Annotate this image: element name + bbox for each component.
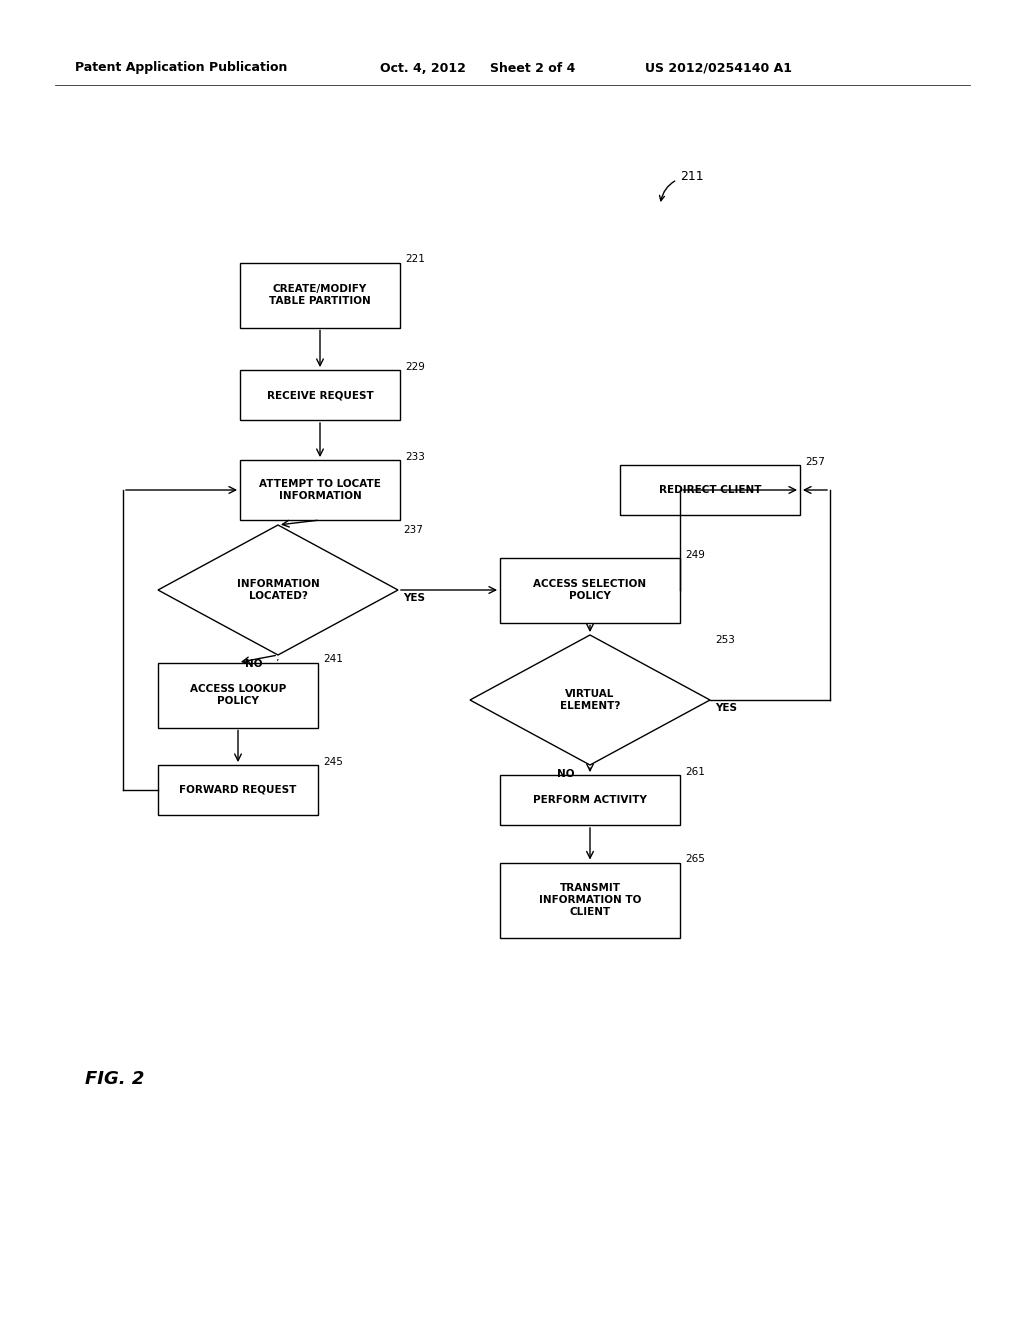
Text: ATTEMPT TO LOCATE
INFORMATION: ATTEMPT TO LOCATE INFORMATION xyxy=(259,479,381,502)
Text: NO: NO xyxy=(246,659,263,669)
Text: VIRTUAL
ELEMENT?: VIRTUAL ELEMENT? xyxy=(560,689,621,711)
Text: RECEIVE REQUEST: RECEIVE REQUEST xyxy=(266,389,374,400)
Text: Sheet 2 of 4: Sheet 2 of 4 xyxy=(490,62,575,74)
Text: Patent Application Publication: Patent Application Publication xyxy=(75,62,288,74)
Text: FORWARD REQUEST: FORWARD REQUEST xyxy=(179,785,297,795)
Text: FIG. 2: FIG. 2 xyxy=(85,1071,144,1088)
Text: 253: 253 xyxy=(715,635,735,645)
Text: PERFORM ACTIVITY: PERFORM ACTIVITY xyxy=(534,795,647,805)
Text: 261: 261 xyxy=(685,767,705,777)
Text: 249: 249 xyxy=(685,549,705,560)
Text: 211: 211 xyxy=(659,170,703,201)
Text: CREATE/MODIFY
TABLE PARTITION: CREATE/MODIFY TABLE PARTITION xyxy=(269,284,371,306)
Text: ’: ’ xyxy=(275,659,279,669)
Text: ACCESS SELECTION
POLICY: ACCESS SELECTION POLICY xyxy=(534,578,646,601)
Bar xyxy=(500,862,680,937)
Bar xyxy=(240,370,400,420)
Text: REDIRECT CLIENT: REDIRECT CLIENT xyxy=(658,484,761,495)
Text: 233: 233 xyxy=(406,451,425,462)
Text: YES: YES xyxy=(403,593,425,603)
Text: Oct. 4, 2012: Oct. 4, 2012 xyxy=(380,62,466,74)
Bar xyxy=(240,263,400,327)
Text: 257: 257 xyxy=(805,457,825,467)
Bar xyxy=(240,459,400,520)
Text: INFORMATION
LOCATED?: INFORMATION LOCATED? xyxy=(237,578,319,601)
Bar xyxy=(158,766,318,814)
Text: 245: 245 xyxy=(323,756,343,767)
Text: NO: NO xyxy=(557,770,575,779)
Text: 221: 221 xyxy=(406,255,425,264)
Text: US 2012/0254140 A1: US 2012/0254140 A1 xyxy=(645,62,792,74)
Text: 241: 241 xyxy=(323,655,343,664)
Text: YES: YES xyxy=(715,704,737,713)
Polygon shape xyxy=(470,635,710,766)
Text: 229: 229 xyxy=(406,362,425,372)
Text: ’: ’ xyxy=(587,770,591,779)
Text: 265: 265 xyxy=(685,854,705,865)
Text: ACCESS LOOKUP
POLICY: ACCESS LOOKUP POLICY xyxy=(189,684,286,706)
Bar xyxy=(158,663,318,727)
Bar xyxy=(620,465,800,515)
Bar xyxy=(500,557,680,623)
Text: TRANSMIT
INFORMATION TO
CLIENT: TRANSMIT INFORMATION TO CLIENT xyxy=(539,883,641,917)
Bar xyxy=(500,775,680,825)
Text: 237: 237 xyxy=(403,525,423,535)
Polygon shape xyxy=(158,525,398,655)
